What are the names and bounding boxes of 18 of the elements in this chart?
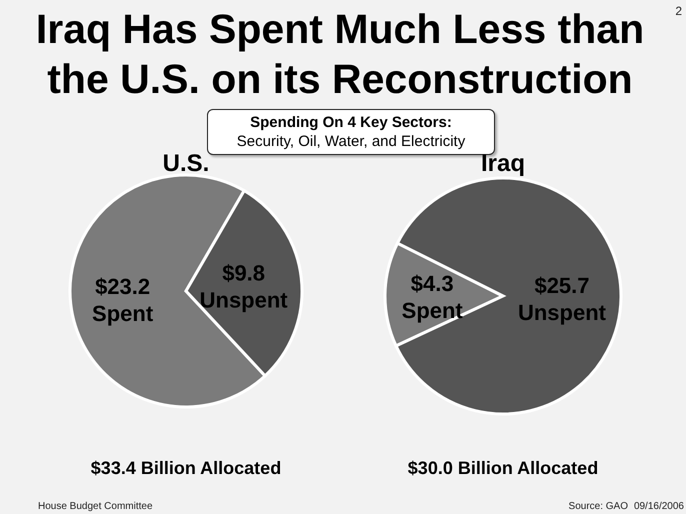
text: $33.4 Billion Allocated [90,458,282,479]
text: House Budget Committee [38,501,153,512]
data-label: $23.2 [95,274,150,300]
data-label: $25.7 [534,272,590,298]
text: $30.0 Billion Allocated [406,458,600,479]
slice-label: Spent [92,301,154,326]
chart-title: Iraq [480,150,526,178]
data-label: $9.8 [222,260,266,286]
chart-title: U.S. [162,150,210,178]
slice-label: Unspent [200,287,288,312]
data-label: $4.3 [410,271,454,296]
slice-label: Unspent [518,300,607,325]
source-note: Source: GAO [568,501,628,512]
text: 2 [675,4,682,18]
slice-label: Spent [402,298,464,324]
text: 09/16/2006 [634,501,684,512]
text: Iraq Has Spent Much Less than the U.S. on its Reconstruction [34,5,646,104]
text: Spending On 4 Key Sectors: Security, Oil, Water, and Electricity [236,113,466,151]
